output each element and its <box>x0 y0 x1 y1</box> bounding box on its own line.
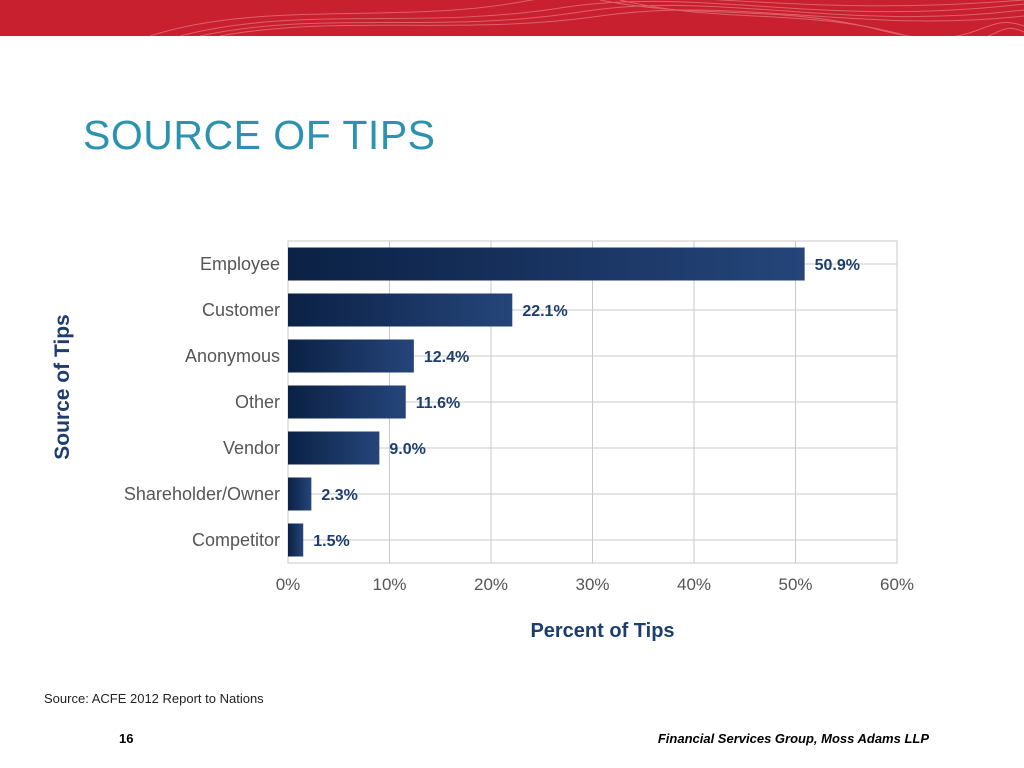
x-tick-label: 10% <box>372 575 406 594</box>
page-number: 16 <box>119 731 134 746</box>
bar <box>288 431 380 465</box>
bar <box>288 247 805 281</box>
category-label: Employee <box>200 254 280 274</box>
bar <box>288 385 406 419</box>
bar <box>288 477 312 511</box>
category-label: Vendor <box>223 438 280 458</box>
x-axis-title: Percent of Tips <box>530 620 674 642</box>
value-label: 50.9% <box>815 257 860 274</box>
x-tick-label: 20% <box>474 575 508 594</box>
y-axis-title: Source of Tips <box>51 314 74 459</box>
value-label: 11.6% <box>416 395 460 412</box>
x-tick-label: 30% <box>575 575 609 594</box>
bar <box>288 339 414 373</box>
value-label: 12.4% <box>424 349 469 366</box>
category-label: Customer <box>202 300 280 320</box>
x-tick-label: 40% <box>677 575 711 594</box>
bar-chart: 0% 10% 20% 30% 40% 50% 60% Employee 50.9% Custome… <box>51 240 914 642</box>
footer-organization: Financial Services Group, Moss Adams LLP <box>657 731 929 746</box>
category-label: Anonymous <box>185 346 280 366</box>
header-banner <box>0 0 1024 36</box>
x-tick-label: 50% <box>778 575 812 594</box>
category-label: Shareholder/Owner <box>124 484 280 504</box>
x-tick-label: 0% <box>276 575 301 594</box>
bar <box>288 293 513 327</box>
bar <box>288 523 304 557</box>
value-label: 9.0% <box>389 441 425 458</box>
banner-wave-pattern <box>149 0 1024 36</box>
category-label: Other <box>235 392 280 412</box>
value-label: 22.1% <box>522 303 567 320</box>
x-tick-label: 60% <box>880 575 914 594</box>
value-label: 2.3% <box>321 487 357 504</box>
category-label: Competitor <box>192 530 280 550</box>
value-label: 1.5% <box>313 533 349 550</box>
page-title: SOURCE OF TIPS <box>83 112 436 158</box>
source-note: Source: ACFE 2012 Report to Nations <box>44 691 264 706</box>
